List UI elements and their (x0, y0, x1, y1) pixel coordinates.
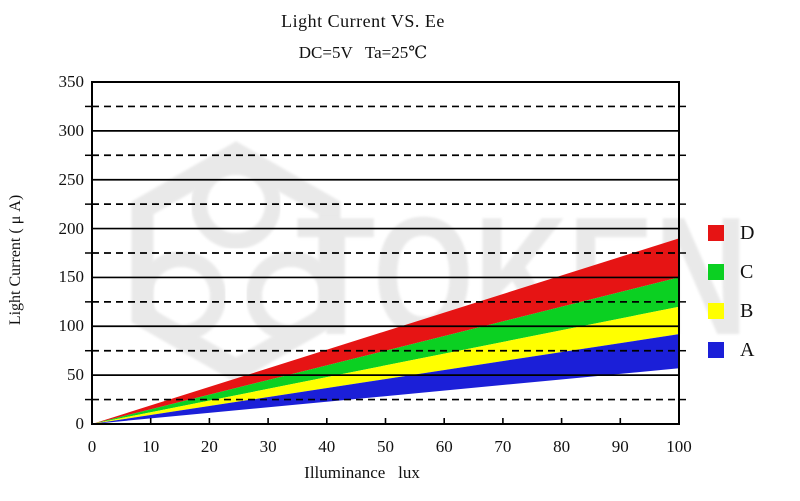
y-tick-label: 150 (58, 267, 85, 287)
band-series-D (92, 238, 679, 424)
legend-row-B: B (708, 300, 754, 322)
x-tick-label: 60 (435, 437, 453, 456)
watermark-logo-circle (246, 251, 336, 341)
y-tick-label: 50 (67, 365, 84, 385)
x-tick-label: 40 (318, 437, 336, 456)
x-tick-label: 100 (666, 437, 692, 456)
legend-row-D: D (708, 222, 755, 244)
x-tick-label: 10 (142, 437, 160, 456)
x-tick-label: 70 (494, 437, 512, 456)
watermark-logo-circle (136, 251, 226, 341)
band-series-B (92, 306, 679, 424)
x-tick-label: 80 (553, 437, 571, 456)
band-series-A (92, 334, 679, 424)
y-tick-label: 100 (58, 316, 85, 336)
x-axis-label: Illuminance lux (304, 463, 420, 482)
legend-label: D (740, 222, 755, 244)
legend-swatch-B (708, 303, 724, 319)
x-tick-label: 50 (377, 437, 394, 456)
y-tick-label: 350 (58, 72, 85, 91)
y-axis-label: Light Current ( μ A) (7, 194, 24, 326)
legend-swatch-A (708, 342, 724, 358)
x-tick-label: 30 (259, 437, 277, 456)
y-tick-label: 0 (75, 414, 85, 433)
x-tick-label: 0 (87, 437, 97, 456)
legend-swatch-D (708, 225, 724, 241)
y-tick-label: 250 (58, 169, 85, 189)
watermark-logo-hexagon (131, 141, 341, 383)
legend-row-A: A (708, 339, 755, 361)
chart-title: Light Current VS. Ee (281, 11, 445, 31)
y-tick-label: 200 (58, 218, 85, 238)
legend-row-C: C (708, 261, 754, 283)
legend-label: B (740, 300, 754, 322)
x-tick-label: 20 (200, 437, 218, 456)
legend-label: A (740, 339, 755, 361)
y-tick-label: 300 (58, 120, 85, 140)
x-tick-label: 90 (611, 437, 629, 456)
legend-label: C (740, 261, 754, 283)
legend-swatch-C (708, 264, 724, 280)
chart-subtitle: DC=5V Ta=25℃ (298, 43, 428, 62)
